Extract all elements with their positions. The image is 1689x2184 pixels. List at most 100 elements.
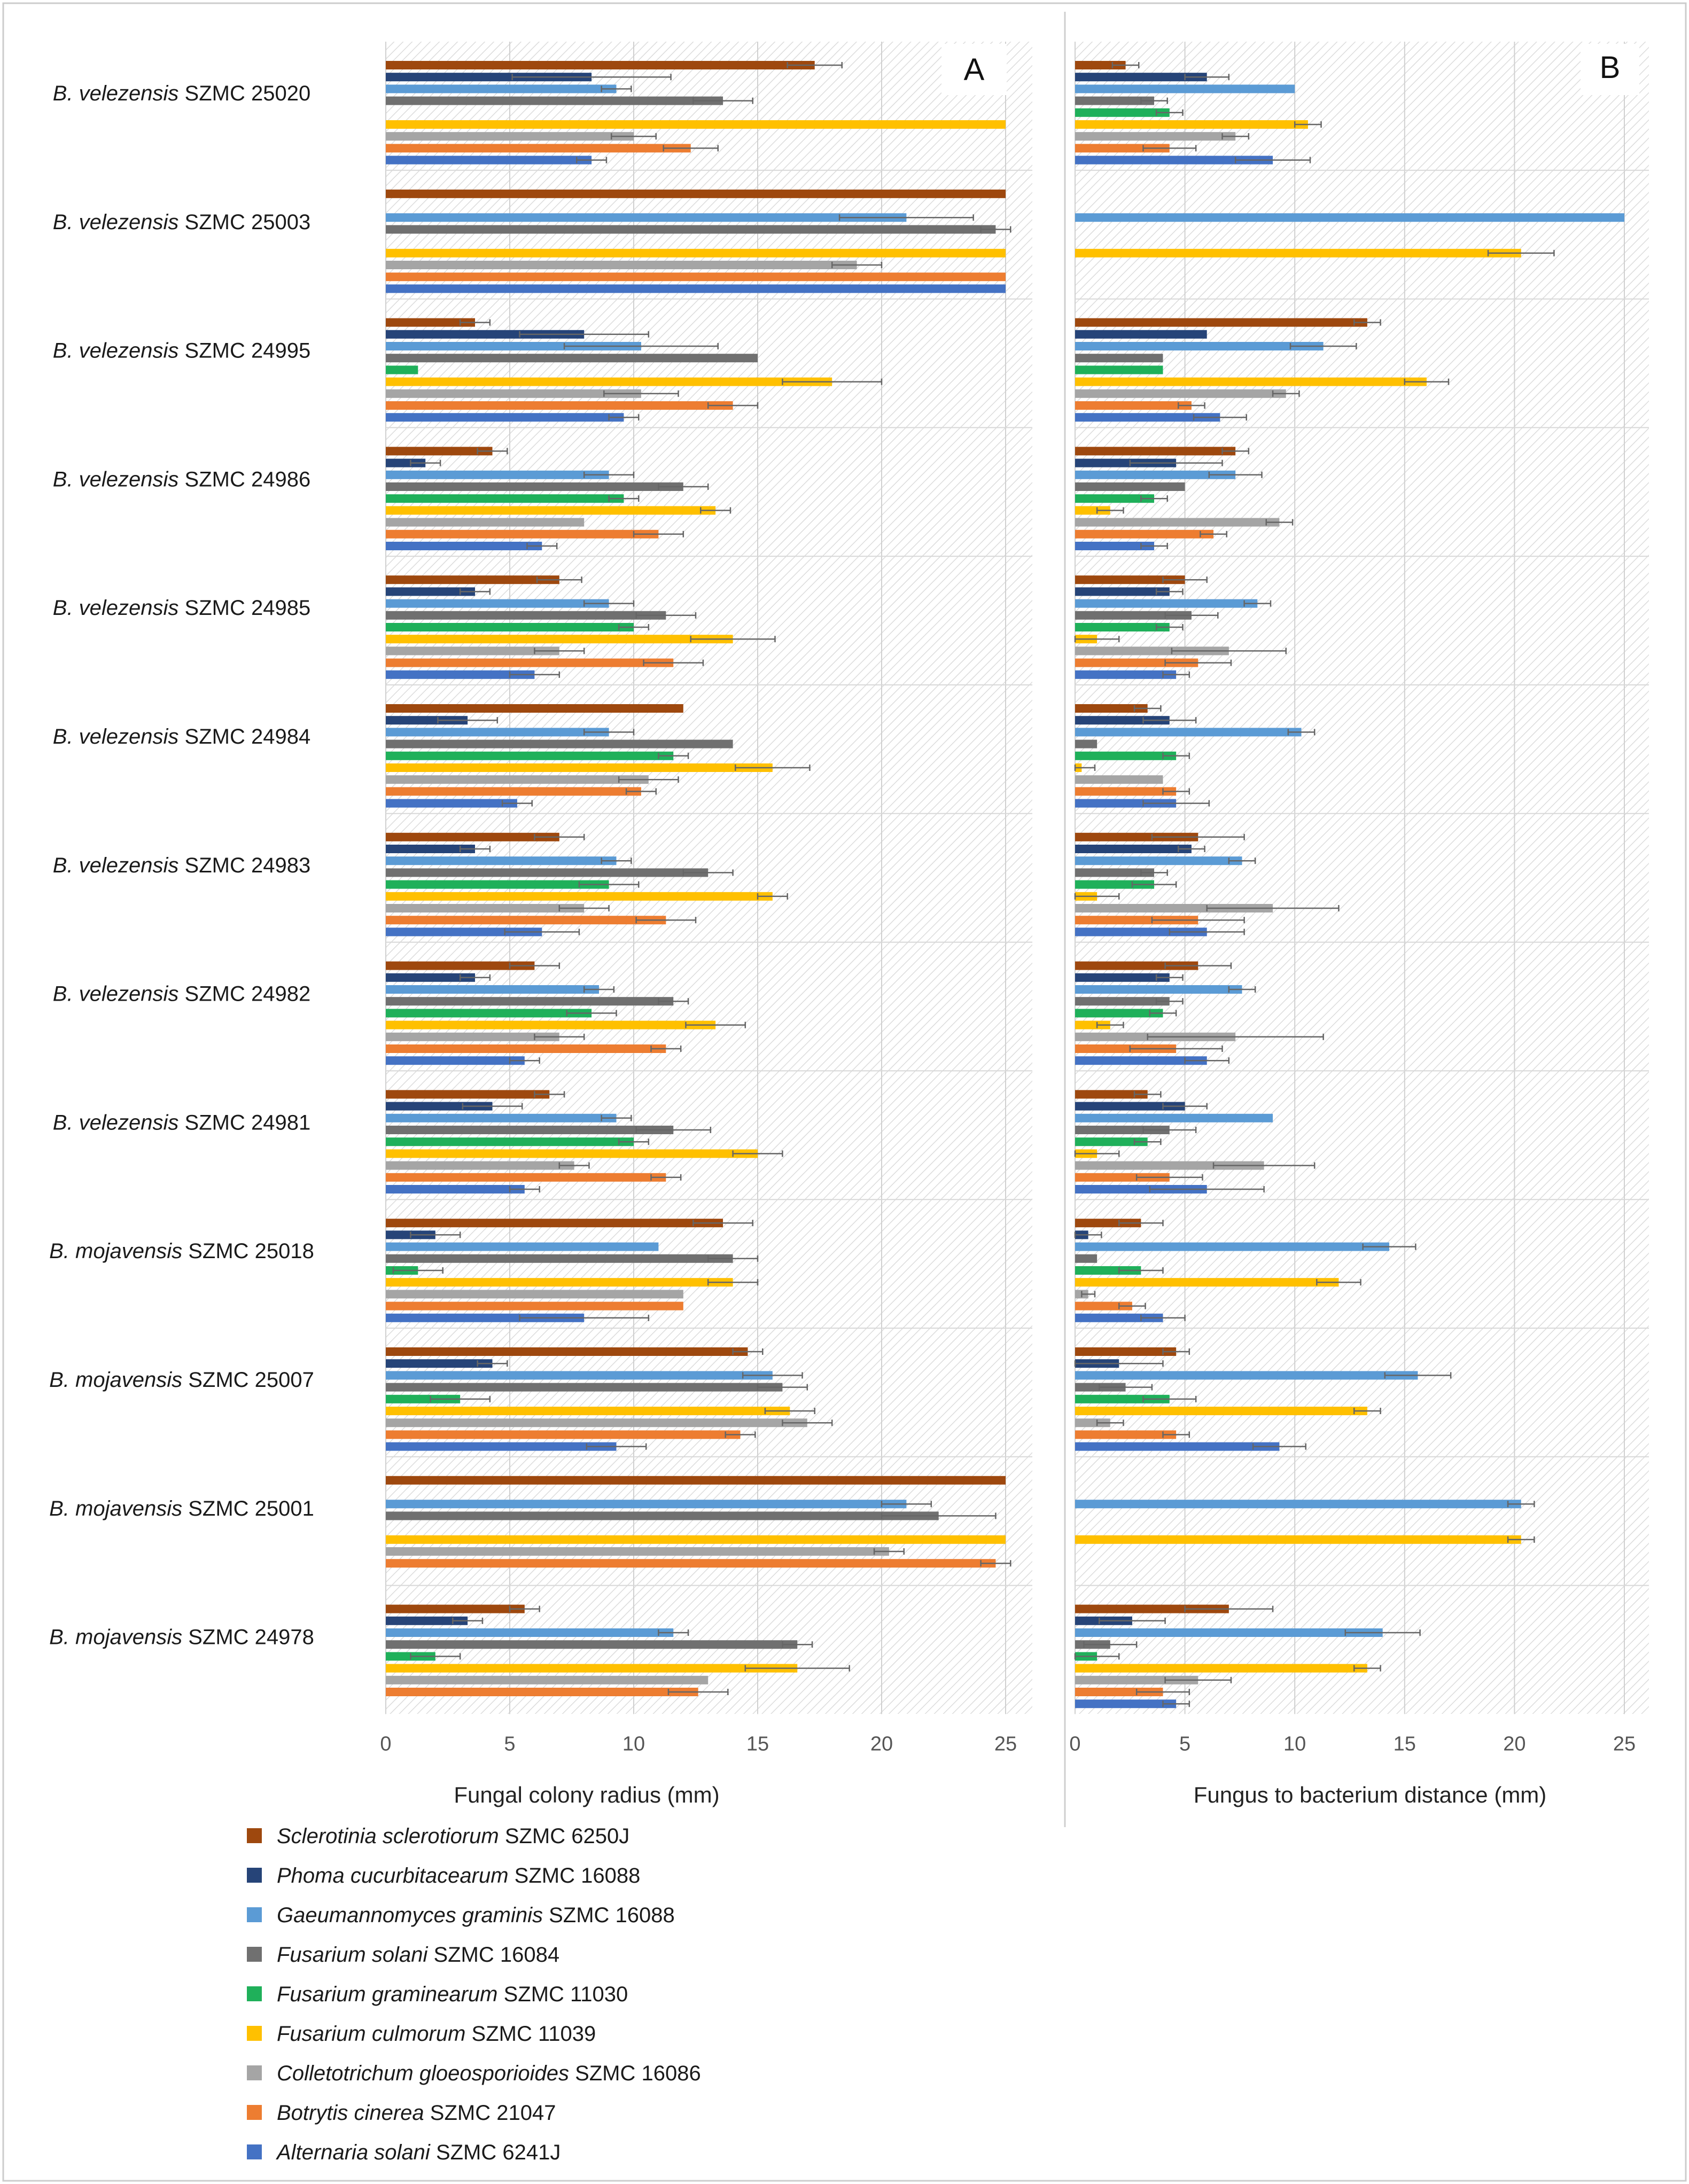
- panel-b-letter: B: [1600, 50, 1621, 85]
- panel-a-error-bar: [430, 1395, 491, 1402]
- panel-a-bar: [386, 318, 476, 327]
- panel-b-bar: [1075, 1185, 1207, 1194]
- strain-species: velezensis: [79, 82, 179, 105]
- panel-a-error-bar: [635, 612, 697, 619]
- strain-species: mojavensis: [75, 1368, 182, 1392]
- panel-a-bar: [386, 892, 773, 901]
- panel-b-error-bar: [1074, 1653, 1120, 1660]
- panel-b-error-bar: [1362, 1243, 1416, 1250]
- panel-a-error-bar: [618, 624, 650, 630]
- panel-b-bar: [1075, 1535, 1521, 1544]
- strain-genus: B.: [53, 82, 79, 105]
- panel-a-bar: [386, 787, 641, 796]
- panel-b-x-tick-label: 25: [1613, 1733, 1636, 1755]
- panel-a-error-bar: [586, 1443, 647, 1450]
- panel-b-bar: [1075, 108, 1170, 117]
- panel-a-x-tick-label: 5: [504, 1733, 515, 1755]
- legend-label: Fusarium solani SZMC 16084: [277, 1943, 559, 1967]
- panel-a-bar: [386, 155, 592, 165]
- panel-b-error-bar: [1142, 800, 1210, 807]
- panel-a-error-bar: [601, 857, 632, 864]
- panel-a-bar: [386, 96, 723, 105]
- panel-b-error-bar: [1162, 671, 1190, 678]
- panel-a-error-bar: [700, 507, 731, 514]
- strain-genus: B.: [53, 596, 79, 620]
- panel-a-error-bar: [744, 1665, 850, 1672]
- strain-code: SZMC 25003: [178, 210, 310, 234]
- panel-a-error-bar: [566, 1010, 617, 1017]
- panel-b-bar: [1075, 1394, 1170, 1403]
- panel-b-bar: [1075, 704, 1148, 713]
- panel-b-x-tick-label: 5: [1179, 1733, 1190, 1755]
- panel-a-bar: [386, 739, 733, 748]
- panel-b-error-bar: [1140, 97, 1168, 104]
- panel-b-bar: [1075, 248, 1521, 258]
- panel-a-error-bar: [667, 1689, 729, 1695]
- panel-a: 0 5 10 15 20 25 A Fungal colony radius (mm): [380, 42, 1032, 1807]
- panel-a-error-bar: [682, 869, 734, 876]
- panel-b-error-bar: [1129, 459, 1223, 466]
- panel-a-bar: [386, 61, 815, 69]
- panel-b-bar: [1075, 447, 1236, 456]
- strain-code: SZMC 24978: [182, 1626, 314, 1649]
- panel-b-bar: [1075, 670, 1177, 679]
- panel-b-bar: [1075, 458, 1177, 467]
- panel-b-error-bar: [1135, 1689, 1190, 1695]
- panel-a-error-bar: [583, 600, 635, 607]
- legend-item: Fusarium solani SZMC 16084: [247, 1943, 559, 1967]
- panel-a-error-bar: [608, 495, 640, 502]
- panel-a-error-bar: [618, 1138, 650, 1145]
- panel-b-error-bar: [1228, 986, 1256, 993]
- panel-b-bar: [1075, 623, 1170, 631]
- strain-label: B. mojavensis SZMC 24978: [49, 1626, 314, 1649]
- panel-a-error-bar: [643, 659, 704, 666]
- panel-b-bar: [1075, 1009, 1163, 1018]
- panel-b-bar: [1075, 318, 1367, 327]
- panel-a-bar: [386, 354, 758, 363]
- panel-b-error-bar: [1133, 705, 1162, 712]
- legend-species: Sclerotinia sclerotiorum: [277, 1824, 499, 1848]
- panel-b-error-bar: [1221, 133, 1250, 140]
- panel-b-bar: [1075, 144, 1170, 153]
- panel-b-bar: [1075, 1242, 1390, 1251]
- panel-b-error-bar: [1265, 519, 1294, 526]
- panel-b-bar: [1075, 1056, 1207, 1065]
- panel-a-error-bar: [459, 588, 491, 595]
- panel-b-bar: [1075, 658, 1198, 667]
- panel-b-bar: [1075, 1675, 1198, 1684]
- panel-b-error-bar: [1287, 729, 1316, 736]
- strain-code: SZMC 25001: [182, 1497, 314, 1520]
- panel-a-bar: [386, 377, 832, 386]
- panel-b-bar: [1075, 728, 1302, 737]
- panel-a-bar: [386, 1126, 674, 1134]
- legend-swatch: [247, 2026, 262, 2041]
- panel-a-error-bar: [782, 378, 883, 385]
- panel-b-error-bar: [1147, 1033, 1324, 1040]
- panel-b-bar: [1075, 132, 1236, 141]
- panel-a-error-bar: [658, 483, 709, 490]
- panel-b-error-bar: [1155, 624, 1184, 630]
- panel-b-error-bar: [1208, 471, 1263, 478]
- panel-a-bar: [386, 494, 624, 503]
- panel-a-error-bar: [732, 1348, 764, 1355]
- panel-b-error-bar: [1184, 1605, 1274, 1612]
- panel-b-bar: [1075, 1266, 1141, 1275]
- panel-b-error-bar: [1151, 833, 1245, 840]
- panel-a-group-separators: [386, 169, 1032, 1586]
- panel-b-error-bar: [1081, 1291, 1096, 1298]
- panel-b-error-bar: [1135, 1174, 1203, 1181]
- panel-a-bar: [386, 1020, 716, 1029]
- panel-b-error-bar: [1252, 1443, 1307, 1450]
- panel-b-bar: [1075, 1044, 1177, 1053]
- panel-b-bar: [1075, 542, 1155, 550]
- legend-item: Fusarium graminearum SZMC 11030: [247, 1983, 628, 2006]
- panel-b-error-bar: [1155, 974, 1184, 981]
- panel-a-bar: [386, 1113, 617, 1122]
- legend-species: Fusarium solani: [277, 1943, 428, 1967]
- panel-a-bar: [386, 342, 641, 350]
- panel-a-error-bar: [509, 1057, 540, 1064]
- panel-b-error-bar: [1133, 1138, 1162, 1145]
- panel-a-error-bar: [576, 157, 608, 163]
- panel-b-bar: [1075, 845, 1192, 853]
- strain-code: SZMC 25020: [178, 82, 310, 105]
